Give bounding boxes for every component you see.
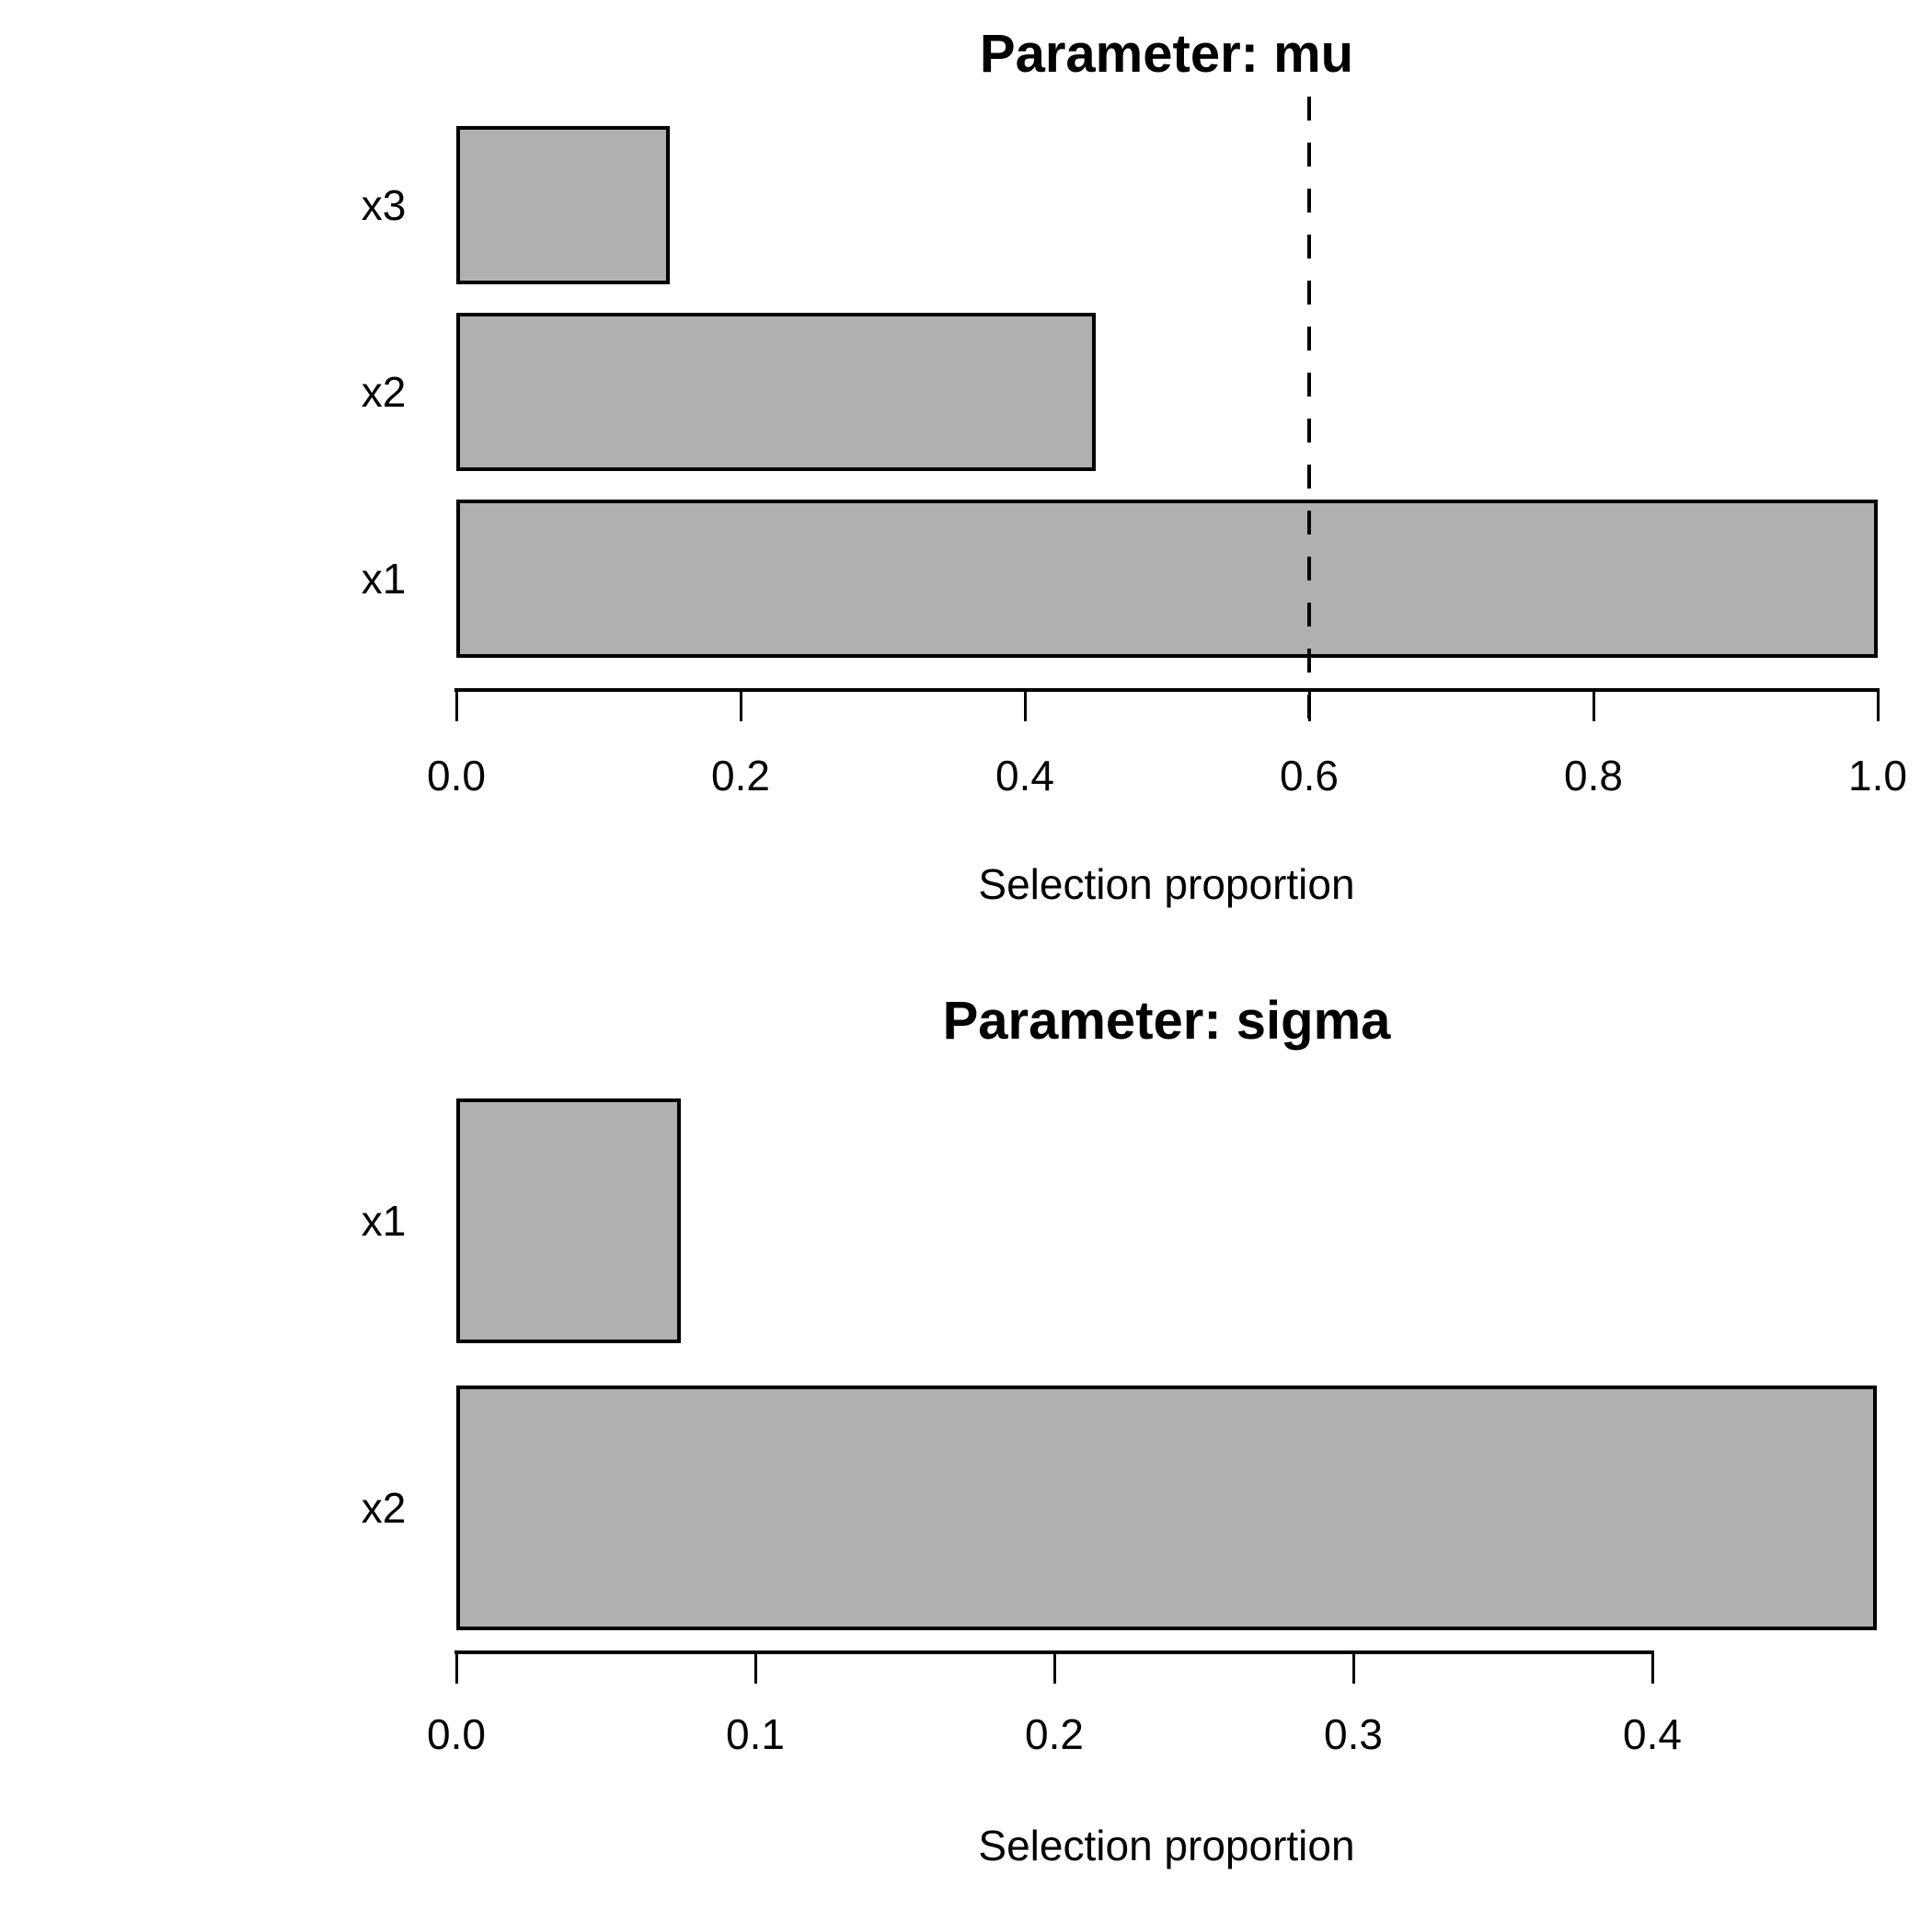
- x-axis-tick: [753, 1652, 757, 1684]
- chart-title-mu: Parameter: mu: [979, 24, 1354, 84]
- x-axis-tick-label: 0.4: [1623, 1710, 1682, 1758]
- x-axis-tick-label: 0.1: [726, 1710, 785, 1758]
- category-label-x2: x2: [361, 1484, 407, 1532]
- x-axis-tick: [1023, 690, 1027, 721]
- x-axis-line: [454, 688, 1880, 692]
- x-axis-label-mu: Selection proportion: [978, 860, 1355, 908]
- x-axis-tick: [1650, 1652, 1654, 1684]
- category-label-x2: x2: [361, 368, 407, 416]
- x-axis-tick: [739, 690, 742, 721]
- x-axis-tick-label: 0.0: [427, 1710, 486, 1758]
- x-axis-tick-label: 1.0: [1848, 752, 1907, 799]
- bar-x2: [456, 1386, 1877, 1630]
- category-label-x1: x1: [361, 555, 407, 603]
- bar-x2: [456, 313, 1096, 471]
- x-axis-tick-label: 0.6: [1280, 752, 1339, 799]
- category-label-x1: x1: [361, 1197, 407, 1245]
- x-axis-tick: [454, 1652, 458, 1684]
- x-axis-tick-label: 0.3: [1324, 1710, 1383, 1758]
- bar-x1: [456, 1098, 681, 1343]
- x-axis-tick-label: 0.0: [427, 752, 486, 799]
- reference-line-dashed: [1307, 97, 1311, 725]
- x-axis-tick: [1052, 1652, 1056, 1684]
- x-axis-tick-label: 0.4: [995, 752, 1054, 799]
- bar-x1: [456, 500, 1878, 658]
- x-axis-tick: [1592, 690, 1595, 721]
- x-axis-tick-label: 0.8: [1564, 752, 1623, 799]
- x-axis-tick: [1351, 1652, 1355, 1684]
- category-label-x3: x3: [361, 181, 407, 229]
- x-axis-tick: [454, 690, 458, 721]
- x-axis-tick: [1876, 690, 1880, 721]
- x-axis-label-sigma: Selection proportion: [978, 1822, 1355, 1869]
- bar-x3: [456, 126, 670, 284]
- chart-title-sigma: Parameter: sigma: [942, 991, 1391, 1051]
- x-axis-tick-label: 0.2: [1025, 1710, 1084, 1758]
- x-axis-tick-label: 0.2: [711, 752, 770, 799]
